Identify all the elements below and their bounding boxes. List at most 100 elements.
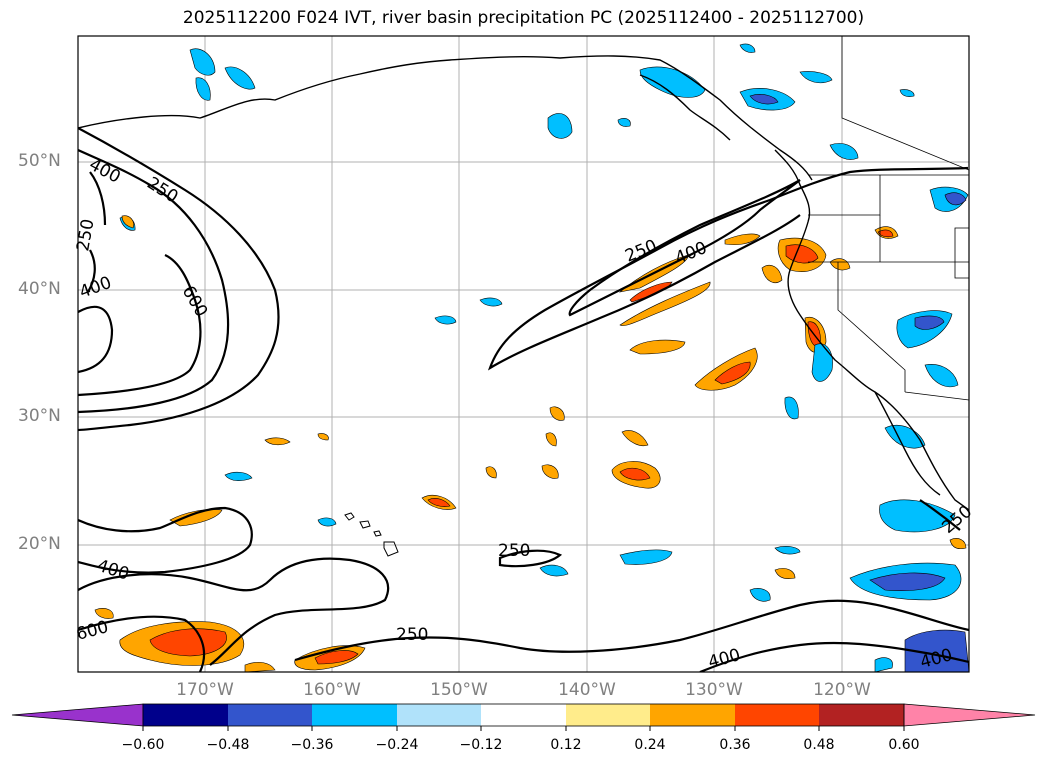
colorbar-tick-label: 0.48 [803,737,835,753]
colorbar-tick-label: −0.24 [375,737,419,753]
ivt-contour [487,166,969,371]
ivt-contour [498,549,563,568]
coastlines [78,55,969,511]
colorbar-bin [566,704,650,726]
precip-patch [317,433,329,441]
ivt-contour [78,305,114,374]
colorbar-bin [819,704,904,726]
lon-label-160w: 160°W [303,680,361,700]
lon-label-170w: 170°W [176,680,234,700]
colorbar-bin [650,704,735,726]
precip-patch [619,549,673,565]
precip-patch [617,118,631,127]
precip-patch [195,77,211,101]
precip-patch [877,229,894,238]
precip-patch [714,361,751,385]
ivt-contour [78,254,202,397]
lat-label-40n: 40°N [18,279,61,299]
island [359,520,371,529]
baja-coast [874,391,941,496]
precip-patch [724,233,761,246]
map-border [77,35,970,673]
ivt-contour [919,499,961,531]
ivt-contour [78,148,230,414]
colorbar-tick-label: −0.36 [290,737,334,753]
bc-coast [774,149,811,223]
precip-patch [427,498,451,507]
colorbar-frame [142,703,905,727]
ivt-contour [89,171,107,226]
precip-patch [121,215,135,229]
colorbar-bin [228,704,312,726]
precip-patch [317,517,337,527]
state-border [954,227,969,279]
colorbar-tick-label: −0.48 [206,737,250,753]
precip-patch [479,297,503,307]
colorbar-tick-label: 0.36 [719,737,751,753]
lon-label-140w: 140°W [558,680,616,700]
precip-patch [949,538,967,550]
precip-patch [244,661,276,672]
precip-patch [629,281,673,303]
ivt-contours [78,127,969,672]
precip-patch [264,437,291,446]
colorbar-bin [312,704,397,726]
precip-patch [829,143,859,160]
precip-patch [547,113,573,139]
ivt-contour [78,615,205,672]
ivt-contour [699,641,969,672]
precip-patch [829,258,851,271]
precip-patch [619,467,651,481]
precip-patch [169,509,223,527]
precip-patch [545,432,557,447]
colorbar-tick-label: −0.60 [121,737,165,753]
map-background [78,36,969,672]
precip-patch [149,628,227,657]
lon-label-150w: 150°W [430,680,488,700]
ivt-contour [78,506,253,574]
positive-precip-patches [94,226,967,672]
colorbar-extend-high [903,703,1036,727]
us-west-coast [787,221,969,511]
precip-patch [485,466,497,479]
colorbar-tick-label: 0.12 [550,737,582,753]
precip-patch [621,430,649,447]
colorbar-extend-low [11,703,144,727]
ivt-contour [568,179,801,317]
map-title: 2025112200 F024 IVT, river basin precipi… [182,8,865,28]
precip-patch [869,572,946,591]
ivt-contour [87,249,96,293]
precip-patch [944,192,967,206]
precip-patch [639,66,706,98]
colorbar-bin [143,704,228,726]
colorbar [11,703,1036,731]
precip-patch [189,48,216,76]
precip-patch [904,629,969,672]
colorbar-bin [481,704,566,726]
precip-patch [224,66,256,90]
precip-patch [434,315,457,325]
precip-patch [739,43,756,53]
precip-patch [749,588,771,602]
colorbar-bin [397,704,481,726]
colorbar-tick-label: −0.12 [459,737,503,753]
contour-label: 250 [498,541,530,561]
lon-label-130w: 130°W [685,680,743,700]
negative-precip-patches [119,43,969,672]
precip-patch [774,546,801,555]
precip-patch [549,406,565,421]
precip-patch [761,265,783,283]
lon-label-120w: 120°W [813,680,871,700]
gridlines [78,36,969,672]
lat-label-20n: 20°N [18,534,61,554]
ivt-contour [78,557,390,666]
colorbar-tick-label: 0.24 [634,737,666,753]
colorbar-tick-label: 0.60 [888,737,920,753]
precip-patch [749,94,779,105]
contour-label: 250 [396,625,428,645]
precip-patch [879,499,956,533]
island [344,512,355,521]
state-border [904,391,969,401]
precip-patch [541,464,559,479]
